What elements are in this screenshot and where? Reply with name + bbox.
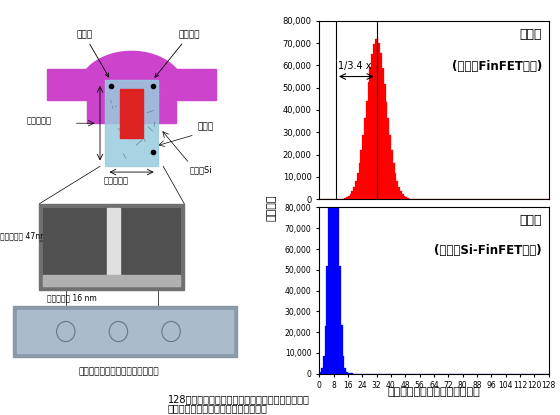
Bar	[48, 68, 95, 100]
Bar	[339, 266, 340, 374]
Polygon shape	[105, 80, 158, 166]
Bar	[405, 197, 407, 199]
Text: 128ビット長の「指紋」発生回路において、認証時: 128ビット長の「指紋」発生回路において、認証時	[168, 395, 310, 405]
Text: 1/3.4 x: 1/3.4 x	[338, 61, 371, 71]
Bar	[373, 44, 375, 199]
Bar	[349, 194, 352, 199]
Bar	[367, 82, 370, 199]
Bar	[106, 208, 120, 276]
Bar	[398, 187, 400, 199]
Text: フィン厚さ: フィン厚さ	[103, 176, 128, 186]
Bar	[344, 198, 346, 199]
Bar	[382, 68, 384, 199]
Bar	[361, 150, 362, 199]
Bar	[407, 198, 409, 199]
Bar	[334, 9, 335, 374]
Bar	[352, 191, 353, 199]
Text: 従来型: 従来型	[520, 28, 542, 41]
Text: ゲート: ゲート	[76, 30, 109, 77]
Bar	[357, 173, 358, 199]
Bar	[87, 89, 176, 123]
Bar	[379, 44, 380, 199]
Bar	[355, 181, 357, 199]
Bar	[386, 102, 388, 199]
Bar	[343, 356, 344, 374]
Bar	[389, 135, 391, 199]
Bar	[17, 310, 233, 353]
Bar	[370, 67, 371, 199]
Bar	[391, 150, 393, 199]
Text: 認証時に出現する誤りビット数: 認証時に出現する誤りビット数	[388, 387, 480, 397]
Bar	[120, 89, 143, 138]
Bar	[404, 196, 405, 199]
Bar	[362, 135, 364, 199]
Bar	[325, 326, 326, 374]
Bar	[344, 369, 346, 374]
Bar	[396, 181, 398, 199]
Text: フィン高さ: フィン高さ	[26, 116, 52, 125]
Bar	[332, 10, 334, 374]
Bar	[388, 118, 389, 199]
Text: 多結晶Si: 多結晶Si	[189, 165, 212, 174]
Text: フィン厚さ 16 nm: フィン厚さ 16 nm	[48, 293, 97, 302]
Bar	[13, 306, 237, 357]
Text: に出現する誤りビット数に関する頼度: に出現する誤りビット数に関する頼度	[168, 403, 268, 413]
Bar	[321, 368, 323, 374]
Polygon shape	[79, 51, 184, 89]
Bar	[39, 204, 184, 290]
Bar	[393, 163, 395, 199]
Bar	[380, 53, 382, 199]
Text: 出現頼数: 出現頼数	[267, 194, 277, 221]
Bar	[330, 78, 332, 373]
Bar	[340, 325, 343, 374]
Bar	[402, 194, 404, 199]
Bar	[358, 163, 361, 199]
Bar	[44, 276, 180, 286]
Bar	[395, 173, 396, 199]
Text: フィン高さ 47nm: フィン高さ 47nm	[0, 231, 48, 240]
Bar	[44, 208, 180, 276]
Text: ソース: ソース	[197, 122, 213, 131]
Bar	[319, 372, 321, 374]
Bar	[376, 38, 379, 199]
Bar	[346, 197, 348, 199]
Bar	[326, 266, 328, 374]
Bar	[323, 356, 325, 374]
Bar	[335, 77, 337, 374]
Bar	[384, 84, 386, 199]
Bar	[353, 187, 355, 199]
Bar	[346, 372, 348, 374]
Bar	[169, 68, 216, 100]
Text: (多結晶Si-FinFET使用): (多結晶Si-FinFET使用)	[435, 244, 542, 257]
Bar	[375, 39, 376, 199]
Text: 提案型: 提案型	[520, 214, 542, 227]
Text: ドレイン: ドレイン	[155, 30, 200, 77]
Bar	[364, 118, 366, 199]
Bar	[348, 196, 349, 199]
Bar	[366, 101, 367, 199]
Bar	[371, 54, 373, 199]
Text: (通常型FinFET使用): (通常型FinFET使用)	[452, 60, 542, 73]
Bar	[400, 191, 402, 199]
Text: 試作した「指紋」発生テスト回路: 試作した「指紋」発生テスト回路	[78, 367, 158, 376]
Bar	[337, 176, 339, 374]
Bar	[44, 208, 180, 286]
Bar	[328, 175, 330, 374]
